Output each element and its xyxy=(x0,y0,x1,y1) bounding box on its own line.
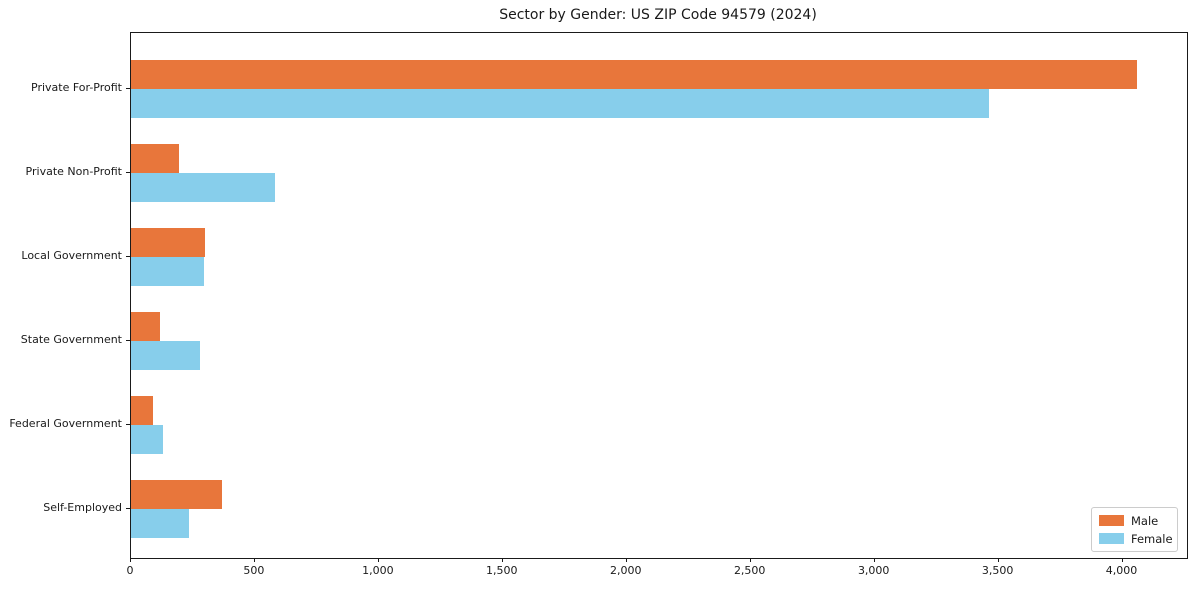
y-tick-mark-private-for-profit xyxy=(126,88,130,90)
y-axis-label-state-government: State Government xyxy=(20,333,122,346)
bar-female-self-employed xyxy=(131,509,190,538)
bar-female-federal-government xyxy=(131,425,164,454)
bar-male-self-employed xyxy=(131,480,222,509)
bar-female-private-for-profit xyxy=(131,89,989,118)
legend-label-female: Female xyxy=(1131,531,1173,546)
x-tick-mark-4000 xyxy=(1121,558,1123,562)
y-tick-mark-private-non-profit xyxy=(126,172,130,174)
bar-male-state-government xyxy=(131,312,160,341)
x-tick-mark-0 xyxy=(130,558,132,562)
x-tick-mark-2000 xyxy=(625,558,627,562)
x-tick-mark-1000 xyxy=(377,558,380,562)
x-tick-mark-3000 xyxy=(873,558,875,562)
x-axis-tick-label-4000: 4,000 xyxy=(1105,564,1138,577)
y-tick-mark-local-government xyxy=(126,256,130,258)
x-axis-tick-label-3500: 3,500 xyxy=(981,564,1014,577)
x-axis-tick-label-1500: 1,500 xyxy=(486,564,518,577)
x-axis-tick-label-500: 500 xyxy=(243,564,265,577)
bar-male-private-for-profit xyxy=(131,60,1138,89)
bar-male-federal-government xyxy=(131,396,154,425)
y-axis-label-federal-government: Federal Government xyxy=(9,417,122,430)
x-tick-mark-3500 xyxy=(997,558,999,562)
y-tick-mark-federal-government xyxy=(126,424,130,426)
y-tick-mark-self-employed xyxy=(126,508,130,510)
x-axis-tick-label-2500: 2,500 xyxy=(733,564,766,577)
bar-female-state-government xyxy=(131,341,201,370)
x-axis-tick-label-2000: 2,000 xyxy=(610,564,642,577)
legend-swatch-male xyxy=(1099,515,1124,526)
x-tick-mark-2500 xyxy=(749,558,751,562)
chart-title: Sector by Gender: US ZIP Code 94579 (202… xyxy=(499,7,817,23)
x-tick-mark-1500 xyxy=(501,558,503,562)
legend-item-male: Male xyxy=(1099,514,1170,528)
bar-male-local-government xyxy=(131,228,206,257)
legend-item-female: Female xyxy=(1099,531,1173,546)
bar-female-private-non-profit xyxy=(131,173,275,202)
y-axis-label-local-government: Local Government xyxy=(21,249,122,262)
plot-area xyxy=(130,32,1188,559)
legend-label-male: Male xyxy=(1131,513,1159,528)
x-axis-tick-label-1000: 1,000 xyxy=(362,564,394,577)
y-tick-mark-state-government xyxy=(126,340,130,342)
bar-female-local-government xyxy=(131,257,205,286)
legend: Male Female xyxy=(1091,507,1178,552)
y-axis-label-self-employed: Self-Employed xyxy=(43,501,122,514)
x-axis-tick-label-3000: 3,000 xyxy=(857,564,890,577)
y-axis-label-private-non-profit: Private Non-Profit xyxy=(25,165,122,178)
legend-swatch-female xyxy=(1099,533,1124,544)
x-tick-mark-500 xyxy=(253,558,256,562)
x-axis-tick-label-0: 0 xyxy=(126,564,134,577)
y-axis-label-private-for-profit: Private For-Profit xyxy=(31,81,122,94)
bar-male-private-non-profit xyxy=(131,144,180,173)
